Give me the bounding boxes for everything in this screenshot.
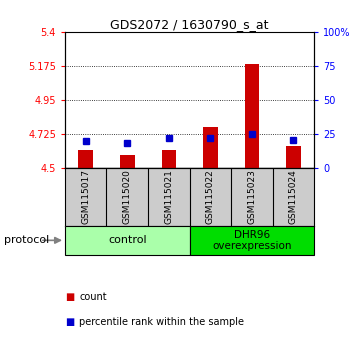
Text: GSM115024: GSM115024 <box>289 169 298 224</box>
Text: protocol: protocol <box>4 235 49 245</box>
Bar <box>161 149 176 167</box>
Text: GSM115021: GSM115021 <box>164 169 173 224</box>
Bar <box>286 146 301 167</box>
Bar <box>65 226 190 255</box>
Bar <box>190 226 314 255</box>
Bar <box>203 127 218 167</box>
Text: ■: ■ <box>65 317 74 327</box>
Text: count: count <box>79 292 107 302</box>
Text: GSM115022: GSM115022 <box>206 169 215 224</box>
Text: DHR96
overexpression: DHR96 overexpression <box>212 230 292 251</box>
Text: GSM115020: GSM115020 <box>123 169 132 224</box>
Text: GSM115017: GSM115017 <box>81 169 90 224</box>
Bar <box>78 149 93 167</box>
Bar <box>244 63 259 167</box>
Title: GDS2072 / 1630790_s_at: GDS2072 / 1630790_s_at <box>110 18 269 31</box>
Text: GSM115023: GSM115023 <box>247 169 256 224</box>
Text: percentile rank within the sample: percentile rank within the sample <box>79 317 244 327</box>
Bar <box>120 155 135 167</box>
Text: control: control <box>108 235 147 245</box>
Text: ■: ■ <box>65 292 74 302</box>
